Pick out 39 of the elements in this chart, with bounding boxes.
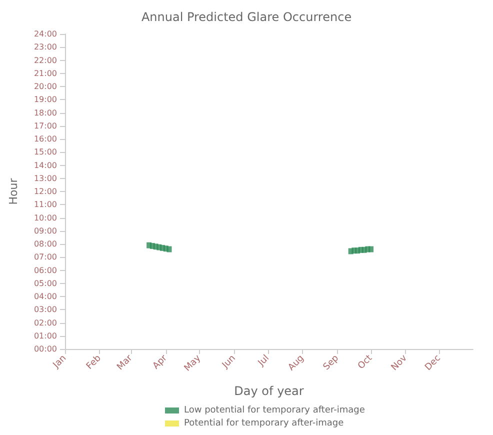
y-tick-label: 18:00 [34,108,57,118]
y-tick-label: 13:00 [34,174,57,183]
y-tick-label: 07:00 [34,252,57,262]
y-tick-label: 22:00 [34,56,57,65]
x-tick-label: Dec [424,353,443,373]
y-tick-label: 06:00 [34,266,57,275]
y-tick-label: 09:00 [34,226,57,236]
y-tick-label: 08:00 [34,240,57,248]
y-tick-label: 02:00 [34,318,57,328]
y-tick-label: 20:00 [34,82,57,91]
x-tick-label: Mar [116,353,135,373]
y-tick-label: 19:00 [34,95,57,104]
y-tick-label: 24:00 [34,30,57,38]
y-tick-label: 12:00 [34,187,57,196]
x-tick-label: Jun [220,353,238,372]
y-tick-label: 17:00 [34,121,57,130]
y-tick-label: 10:00 [34,213,57,222]
x-tick-label: Apr [151,353,170,372]
legend-label: Potential for temporary after-image [184,418,344,428]
x-tick-label: Jan [50,353,69,372]
y-tick-label: 15:00 [34,148,57,157]
chart-title: Annual Predicted Glare Occurrence [141,10,352,24]
x-tick-label: Jul [256,353,272,369]
y-tick-label: 00:00 [34,344,57,354]
x-tick-label: Oct [356,353,375,372]
y-tick-label: 01:00 [34,331,57,340]
x-axis-title: Day of year [234,384,304,398]
y-tick-label: 05:00 [34,278,57,288]
y-tick-label: 04:00 [34,292,57,301]
y-tick-label: 14:00 [34,160,57,170]
legend-label: Low potential for temporary after-image [184,406,366,416]
x-tick-label: Sep [322,353,342,373]
y-tick-label: 23:00 [34,42,57,52]
y-axis-title: Hour [7,178,20,205]
y-tick-label: 03:00 [34,305,57,314]
y-tick-label: 11:00 [34,200,57,210]
y-tick-label: 21:00 [34,68,57,78]
y-tick-label: 16:00 [34,134,57,144]
x-tick-label: Feb [84,353,104,372]
